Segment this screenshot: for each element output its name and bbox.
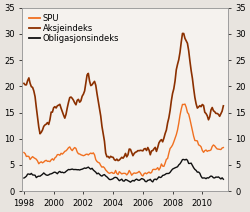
Legend: SPU, Aksjeindeks, Obligasjonsindeks: SPU, Aksjeindeks, Obligasjonsindeks bbox=[29, 14, 119, 43]
